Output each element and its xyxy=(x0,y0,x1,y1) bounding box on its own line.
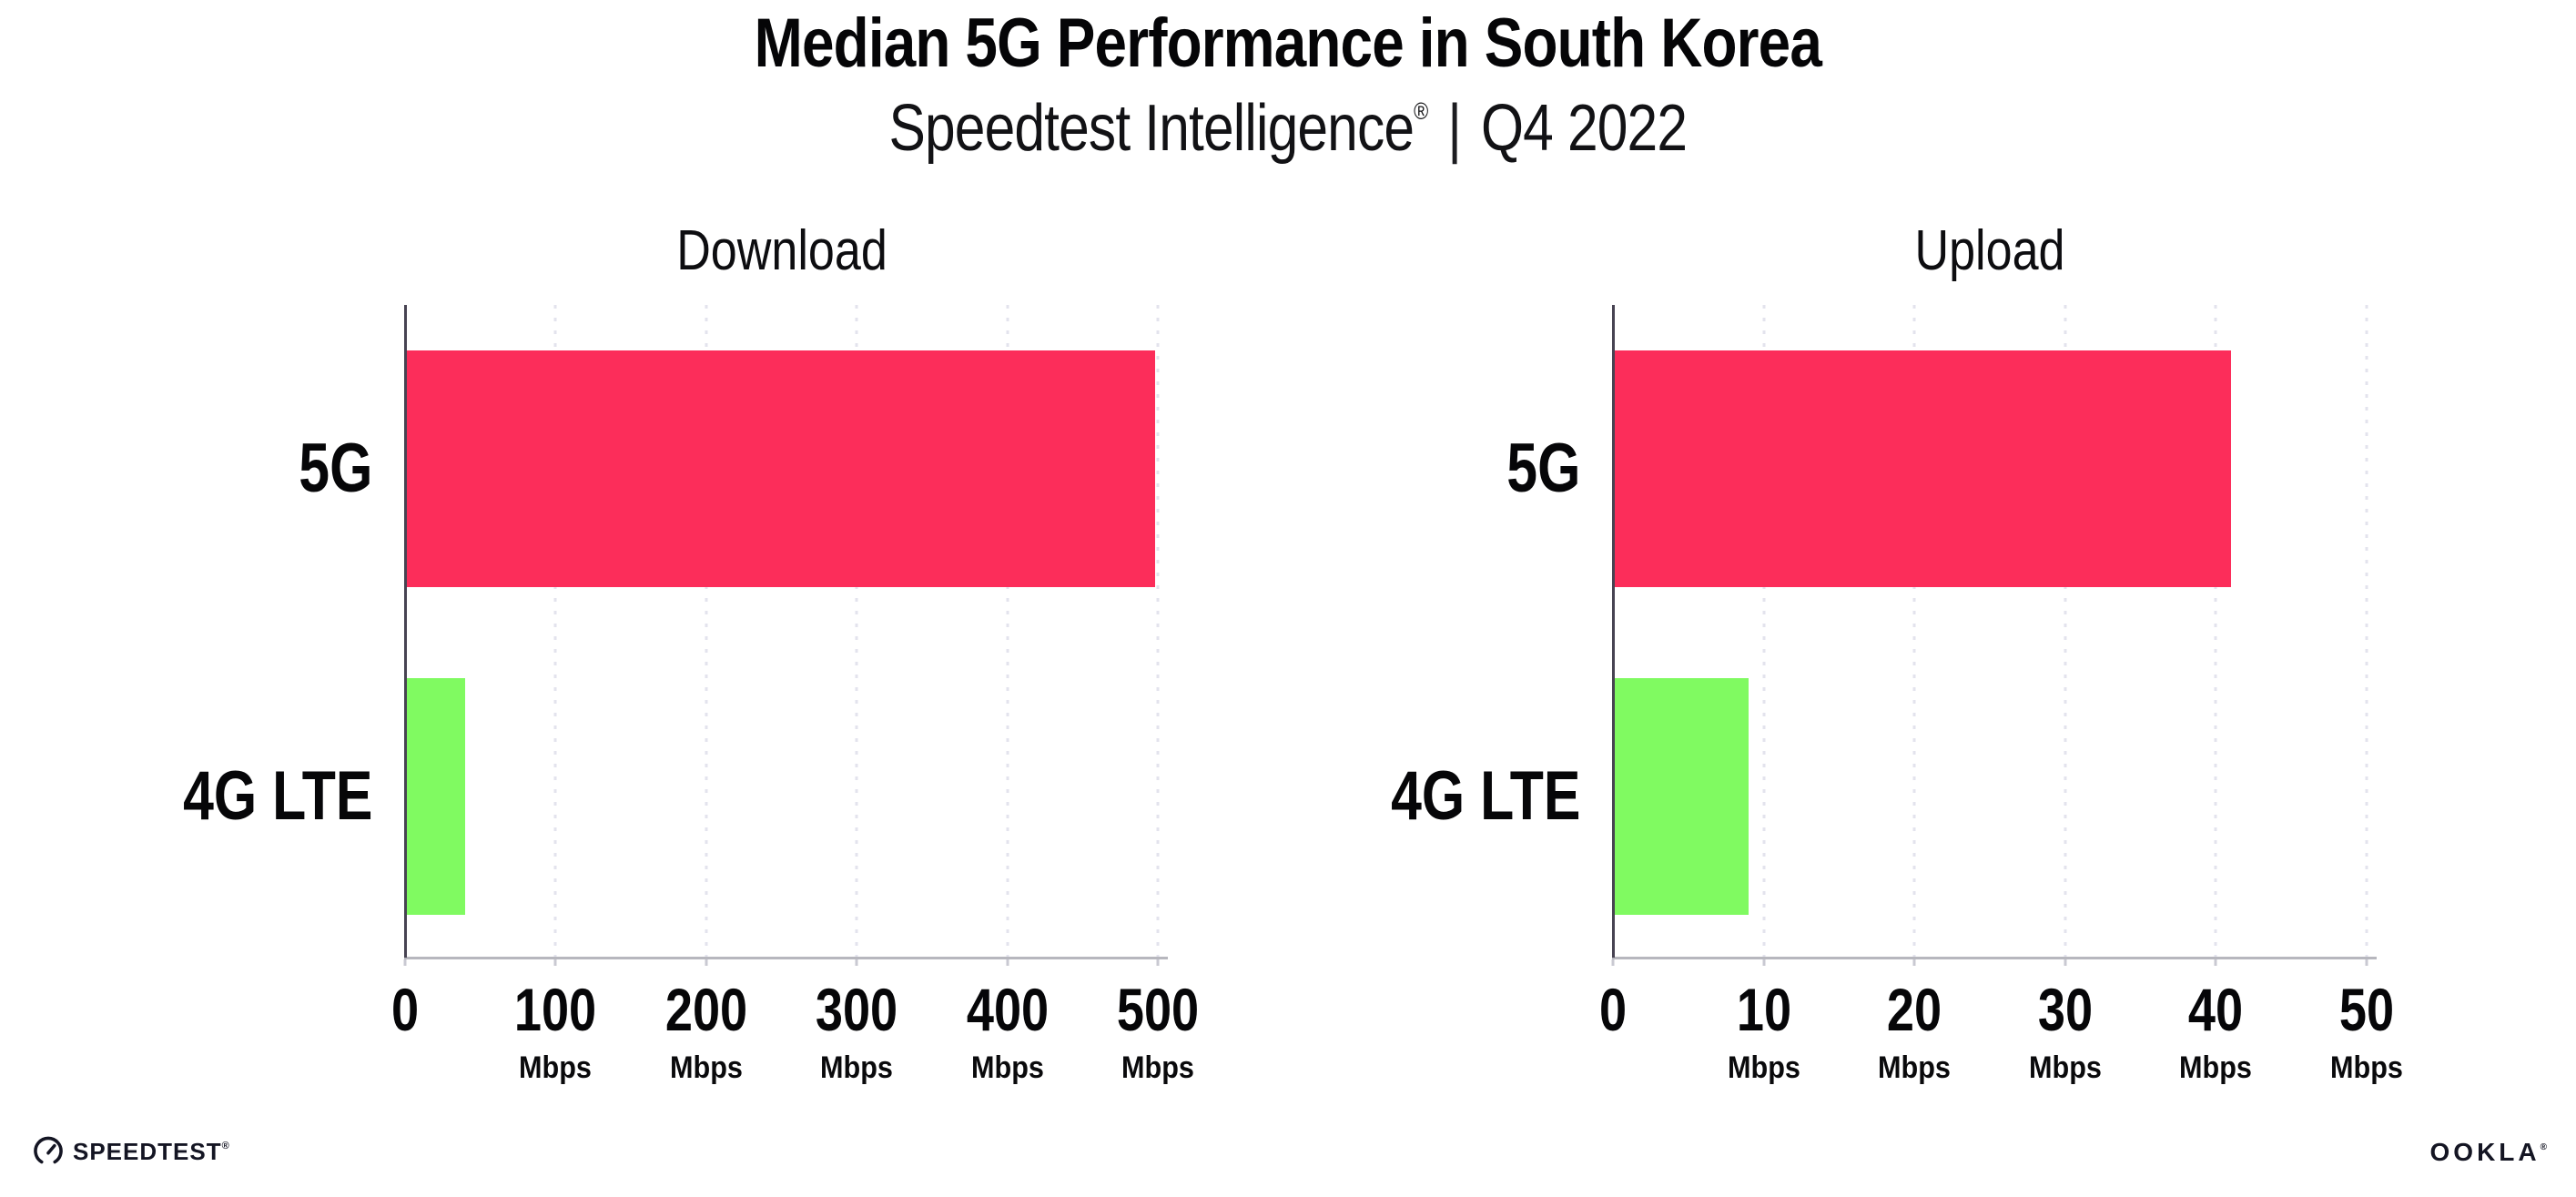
upload-tick-label-20: 20 xyxy=(1887,976,1942,1043)
download-category-label-5g: 5G xyxy=(298,430,372,507)
page-title-text: Median 5G Performance in South Korea xyxy=(754,5,1822,82)
upload-tick-mark-30 xyxy=(2064,959,2067,966)
download-gridline-100 xyxy=(553,305,557,958)
upload-tick-unit-40: Mbps xyxy=(2179,1050,2253,1085)
download-tick-label-0: 0 xyxy=(390,976,420,1043)
download-tick-label-400: 400 xyxy=(966,976,1049,1043)
download-x-axis-line xyxy=(404,957,1168,959)
download-tick-unit-100: Mbps xyxy=(519,1050,593,1085)
download-chart-plot: Download 0 100 Mbps 200 Mbps 300 Mbps 400 Mbps 50… xyxy=(183,223,1199,1084)
upload-tick-unit-50: Mbps xyxy=(2330,1050,2403,1085)
upload-tick-unit-10: Mbps xyxy=(1727,1050,1800,1085)
upload-gridline-30 xyxy=(2064,305,2067,958)
upload-bar-5g xyxy=(1613,350,2231,587)
speedtest-wordmark-text: SPEEDTEST xyxy=(73,1138,222,1165)
speedtest-trademark: ® xyxy=(221,1141,229,1151)
upload-tick-mark-50 xyxy=(2365,959,2368,966)
upload-tick-unit-30: Mbps xyxy=(2028,1050,2102,1085)
download-gridline-300 xyxy=(855,305,858,958)
upload-tick-mark-40 xyxy=(2214,959,2217,966)
upload-chart-plot: Upload 0 10 Mbps 20 Mbps 30 Mbps 40 Mbps 50 Mbps 5G… xyxy=(1391,223,2403,1084)
page-subtitle-text: Speedtest Intelligence® | Q4 2022 xyxy=(888,92,1688,165)
download-gridline-500 xyxy=(1156,305,1160,958)
download-tick-mark-500 xyxy=(1156,959,1160,966)
upload-tick-mark-20 xyxy=(1912,959,1916,966)
subtitle-period: Q4 2022 xyxy=(1481,92,1688,165)
upload-tick-label-10: 10 xyxy=(1736,976,1791,1043)
download-gridline-200 xyxy=(705,305,708,958)
download-tick-label-200: 200 xyxy=(664,976,747,1043)
upload-gridline-50 xyxy=(2365,305,2368,958)
download-tick-mark-200 xyxy=(705,959,708,966)
download-y-axis-line xyxy=(404,305,407,958)
upload-tick-label-40: 40 xyxy=(2188,976,2244,1043)
speedtest-logo: SPEEDTEST® xyxy=(33,1136,229,1167)
download-bar-5g xyxy=(405,350,1155,587)
download-tick-unit-300: Mbps xyxy=(820,1050,894,1085)
page-subtitle: Speedtest Intelligence® | Q4 2022 xyxy=(0,92,2576,165)
upload-chart-title: Upload xyxy=(1914,219,2065,282)
upload-bar-4g-lte xyxy=(1613,678,1749,915)
ookla-trademark: ® xyxy=(2540,1142,2547,1152)
download-tick-mark-400 xyxy=(1006,959,1009,966)
download-tick-mark-300 xyxy=(855,959,858,966)
upload-tick-mark-0 xyxy=(1611,959,1615,966)
ookla-logo: OOKLA® xyxy=(2430,1140,2547,1165)
ookla-wordmark-text: OOKLA xyxy=(2429,1138,2541,1166)
page-title: Median 5G Performance in South Korea xyxy=(0,7,2576,80)
upload-gridline-40 xyxy=(2214,305,2217,958)
download-bar-4g-lte xyxy=(405,678,466,915)
speedtest-gauge-icon xyxy=(34,1136,63,1164)
download-tick-label-500: 500 xyxy=(1116,976,1200,1043)
download-tick-mark-100 xyxy=(553,959,557,966)
upload-tick-label-30: 30 xyxy=(2037,976,2093,1043)
upload-category-label-5g: 5G xyxy=(1506,430,1580,507)
download-chart-title: Download xyxy=(675,219,887,282)
upload-y-axis-line xyxy=(1612,305,1615,958)
registered-mark: ® xyxy=(1414,97,1428,125)
upload-gridline-10 xyxy=(1762,305,1766,958)
upload-tick-unit-20: Mbps xyxy=(1878,1050,1952,1085)
upload-tick-mark-10 xyxy=(1762,959,1766,966)
download-tick-unit-500: Mbps xyxy=(1121,1050,1194,1085)
upload-x-axis-line xyxy=(1612,957,2377,959)
upload-tick-label-0: 0 xyxy=(1598,976,1628,1043)
download-tick-unit-400: Mbps xyxy=(970,1050,1044,1085)
download-tick-unit-200: Mbps xyxy=(669,1050,743,1085)
download-tick-label-300: 300 xyxy=(816,976,898,1043)
download-gridline-400 xyxy=(1006,305,1009,958)
subtitle-divider: | xyxy=(1447,92,1462,165)
speedtest-wordmark: SPEEDTEST® xyxy=(73,1140,229,1163)
upload-gridline-20 xyxy=(1912,305,1916,958)
download-category-label-4g-lte: 4G LTE xyxy=(182,757,372,835)
subtitle-brand: Speedtest Intelligence xyxy=(888,92,1415,165)
upload-category-label-4g-lte: 4G LTE xyxy=(1390,757,1580,835)
download-tick-label-100: 100 xyxy=(514,976,597,1043)
download-tick-mark-0 xyxy=(403,959,407,966)
upload-tick-label-50: 50 xyxy=(2338,976,2395,1043)
